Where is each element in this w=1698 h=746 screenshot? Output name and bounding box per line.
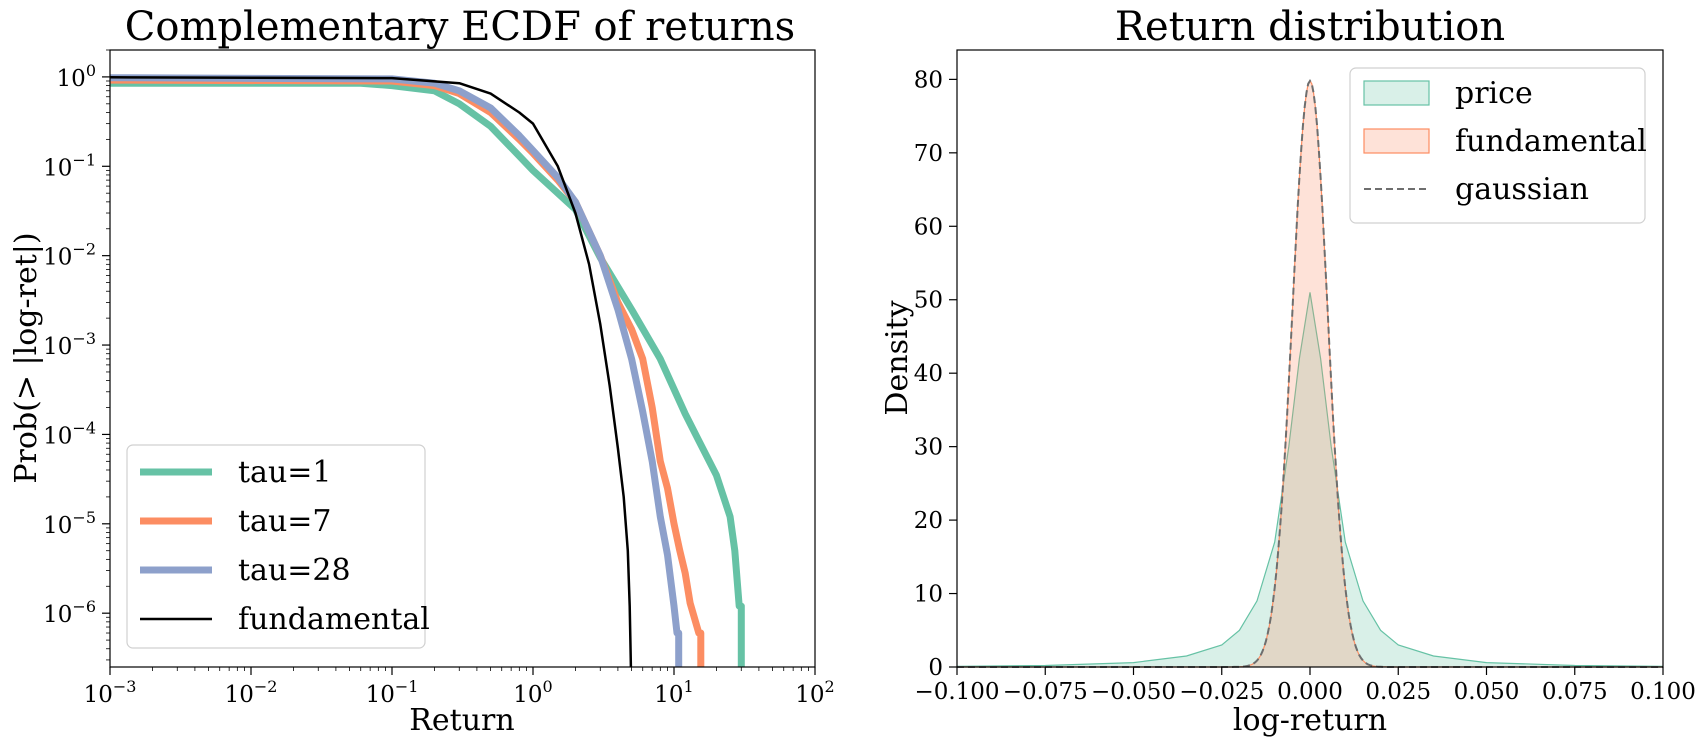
density-y-tick-label: 0 [928, 655, 943, 681]
density-legend-label: price [1455, 76, 1533, 111]
density-x-tick-label: −0.075 [1003, 679, 1088, 705]
density-x-tick-label: 0.000 [1277, 679, 1343, 705]
ecdf-legend-label: tau=7 [238, 504, 332, 539]
ecdf-x-tick-label: 10−3 [84, 677, 137, 708]
tick-exponent: −4 [72, 418, 96, 437]
tick-exponent: 0 [543, 677, 553, 696]
tick-base: 10 [513, 682, 542, 708]
ecdf-y-tick-label: 10−1 [43, 150, 96, 181]
density-legend-label: gaussian [1455, 172, 1589, 207]
tick-base: 10 [84, 682, 113, 708]
density-x-tick-label: 0.075 [1542, 679, 1608, 705]
density-x-tick-label: 0.100 [1630, 679, 1696, 705]
density-y-tick-label: 20 [914, 508, 943, 534]
ecdf-legend-box [126, 444, 426, 649]
density-y-axis-label: Density [880, 300, 915, 415]
ecdf-x-axis-label: Return [409, 703, 514, 738]
tick-exponent: −5 [72, 508, 96, 527]
ecdf-legend-label: fundamental [238, 602, 430, 637]
density-legend: price fundamental gaussian [1349, 67, 1647, 224]
tick-base: 10 [43, 513, 72, 539]
density-chart: Return distribution −0.100 −0.075 −0.050 −0… [880, 4, 1696, 738]
tick-exponent: −6 [72, 597, 96, 616]
tick-base: 10 [43, 245, 72, 271]
density-y-tick-label: 60 [914, 214, 943, 240]
tick-exponent: 2 [825, 677, 835, 696]
tick-base: 10 [43, 155, 72, 181]
ecdf-y-tick-label: 10−2 [43, 240, 96, 271]
ecdf-x-tick-label: 10−1 [366, 677, 419, 708]
ecdf-x-tick-label: 101 [654, 677, 693, 708]
density-legend-box [1349, 67, 1646, 224]
tick-exponent: −1 [72, 150, 96, 169]
tick-exponent: −3 [72, 329, 96, 348]
ecdf-y-tick-label: 10−5 [43, 508, 96, 539]
density-tick-layer: −0.100 −0.075 −0.050 −0.025 0.000 0.025 0.050 0… [914, 67, 1696, 705]
ecdf-chart-title: Complementary ECDF of returns [125, 4, 795, 50]
tick-exponent: −1 [395, 677, 419, 696]
ecdf-series-line-tau-28 [109, 74, 683, 667]
ecdf-legend-label: tau=1 [238, 455, 332, 490]
ecdf-y-tick-label: 100 [57, 61, 96, 92]
ecdf-tick-layer: 10−3 10−2 10−1 100 101 10210010−110−210−310−4… [43, 49, 835, 708]
ecdf-legend: tau=1 tau=7 tau=28 fundamental [126, 444, 430, 649]
ecdf-chart: Complementary ECDF of returns 10−3 10−2 10… [9, 4, 835, 738]
ecdf-series-line-tau-7 [109, 76, 705, 667]
density-area-fundamental [957, 80, 1663, 667]
density-y-tick-label: 50 [914, 288, 943, 314]
density-y-tick-label: 80 [914, 67, 943, 93]
ecdf-plot-frame [109, 49, 816, 668]
tick-base: 10 [43, 334, 72, 360]
density-legend-swatch [1363, 128, 1430, 154]
tick-exponent: 0 [86, 61, 96, 80]
tick-base: 10 [43, 423, 72, 449]
ecdf-x-tick-label: 100 [513, 677, 552, 708]
density-legend-swatch [1363, 80, 1430, 106]
density-x-tick-label: −0.100 [914, 679, 999, 705]
tick-exponent: 1 [684, 677, 694, 696]
tick-base: 10 [795, 682, 824, 708]
density-x-tick-label: 0.050 [1454, 679, 1520, 705]
tick-exponent: −3 [113, 677, 137, 696]
tick-base: 10 [366, 682, 395, 708]
ecdf-y-tick-label: 10−4 [43, 418, 96, 449]
density-legend-label: fundamental [1455, 124, 1647, 159]
tick-base: 10 [57, 66, 86, 92]
tick-base: 10 [43, 602, 72, 628]
density-x-axis-label: log-return [1233, 703, 1387, 738]
density-y-tick-label: 10 [914, 582, 943, 608]
density-x-tick-label: 0.025 [1365, 679, 1431, 705]
density-y-tick-label: 40 [914, 361, 943, 387]
density-y-tick-label: 30 [914, 435, 943, 461]
ecdf-y-tick-label: 10−3 [43, 329, 96, 360]
density-area-price [957, 292, 1663, 667]
density-plot-frame [956, 49, 1664, 668]
ecdf-x-tick-label: 10−2 [225, 677, 278, 708]
tick-base: 10 [654, 682, 683, 708]
tick-base: 10 [225, 682, 254, 708]
ecdf-y-axis-label: Prob(> |log-ret|) [9, 232, 44, 483]
density-y-tick-label: 70 [914, 141, 943, 167]
density-chart-title: Return distribution [1115, 4, 1505, 50]
ecdf-y-tick-label: 10−6 [43, 597, 96, 628]
tick-exponent: −2 [72, 240, 96, 259]
density-x-tick-label: −0.050 [1091, 679, 1176, 705]
tick-exponent: −2 [254, 677, 278, 696]
density-outline-price [956, 292, 1664, 667]
ecdf-series-line-fundamental [109, 76, 633, 668]
ecdf-line-layer [109, 74, 745, 668]
ecdf-legend-label: tau=28 [238, 553, 351, 588]
density-x-tick-label: −0.025 [1179, 679, 1264, 705]
ecdf-x-tick-label: 102 [795, 677, 834, 708]
